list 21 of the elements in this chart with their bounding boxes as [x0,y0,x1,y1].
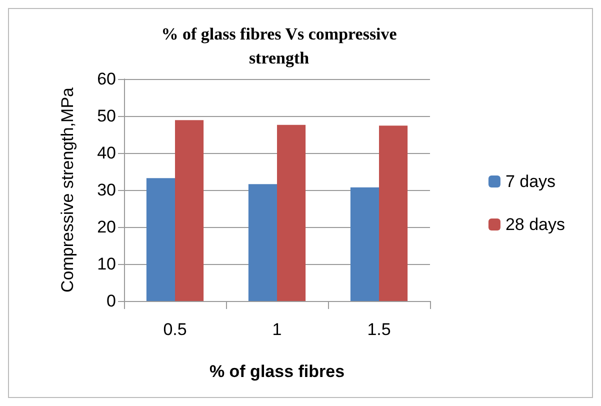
bar [175,120,204,301]
bar [146,178,175,301]
bar [277,124,306,301]
legend-label: 7 days [505,172,556,191]
bar [350,187,379,301]
y-tick-label: 40 [97,144,116,162]
bar [248,184,277,301]
chart-title: % of glass fibres Vs compressive strength [161,24,398,68]
y-axis-title: Compressive strength,MPa [58,86,77,293]
y-tick-label: 60 [97,70,116,88]
y-tick-label: 30 [97,180,116,200]
x-tick-label: 1.5 [367,320,391,339]
bar [379,126,408,301]
x-tick-label: 1 [272,320,282,339]
y-tick-label: 10 [97,254,116,274]
y-tick-label: 50 [97,106,116,126]
legend-label: 28 days [505,215,566,234]
y-tick-label: 20 [97,218,116,236]
y-tick-label: 0 [106,292,116,310]
x-tick-label: 0.5 [163,320,187,339]
x-axis-title: % of glass fibres [209,362,345,381]
